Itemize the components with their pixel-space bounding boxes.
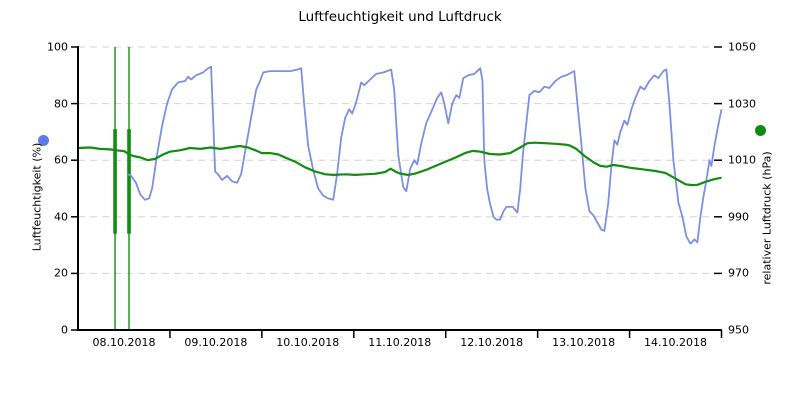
x-tick-label: 12.10.2018 (460, 336, 524, 349)
y-tick-label-right: 990 (728, 210, 749, 224)
y-tick-label-left: 80 (54, 97, 68, 111)
x-tick-label: 13.10.2018 (552, 336, 616, 349)
y-tick-label-left: 0 (61, 323, 68, 337)
x-tick-label: 14.10.2018 (644, 336, 707, 349)
y-tick-label-left: 40 (54, 210, 68, 224)
humidity-legend-dot-icon (38, 135, 49, 146)
x-tick-label: 10.10.2018 (276, 336, 340, 349)
y-axis-label-right: relativer Luftdruck (hPa) (760, 151, 774, 285)
pressure-line (77, 141, 722, 187)
y-tick-label-left: 60 (54, 153, 68, 167)
x-tick-label: 09.10.2018 (184, 336, 248, 349)
y-tick-label-right: 1050 (728, 40, 756, 54)
y-tick-label-right: 950 (728, 323, 749, 337)
y-tick-label-left: 100 (47, 40, 68, 54)
chart-title: Luftfeuchtigkeit und Luftdruck (298, 9, 502, 25)
y-tick-label-right: 1010 (728, 153, 756, 167)
y-tick-label-left: 20 (54, 266, 68, 280)
x-tick-label: 08.10.2018 (92, 336, 156, 349)
pressure-legend-dot-icon (755, 125, 766, 136)
y-tick-label-right: 1030 (728, 97, 756, 111)
x-tick-label: 11.10.2018 (368, 336, 432, 349)
y-tick-label-right: 970 (728, 266, 749, 280)
humidity-line (127, 65, 723, 245)
